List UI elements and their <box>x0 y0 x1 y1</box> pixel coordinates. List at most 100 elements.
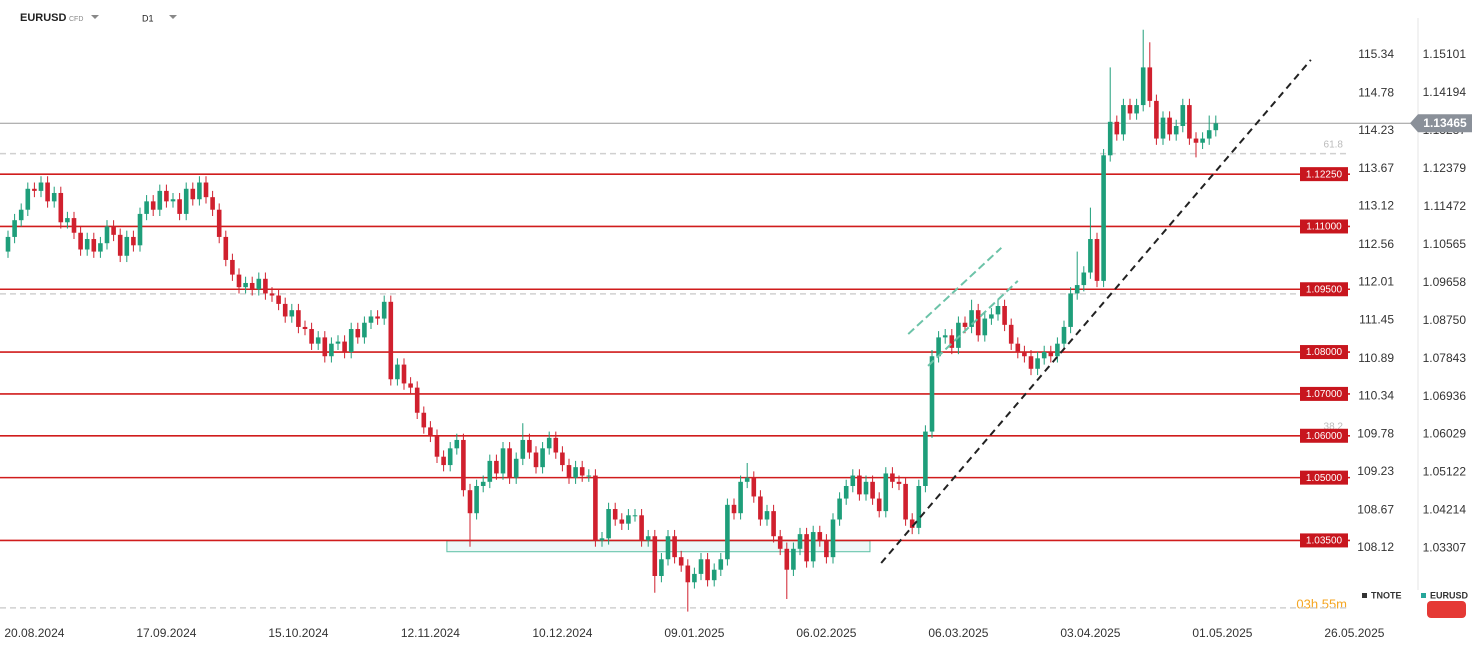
candle-body <box>573 467 578 478</box>
candle-body <box>639 515 644 541</box>
symbol-type: CFD <box>69 16 83 23</box>
timeframe-dropdown[interactable] <box>169 15 177 19</box>
candle-body <box>1088 239 1093 273</box>
candle-body <box>494 460 499 474</box>
candle-body <box>216 209 222 237</box>
candle-body <box>1015 343 1021 353</box>
y-tick-label: 1.07843 <box>1423 351 1467 365</box>
candle-body <box>111 226 116 235</box>
candle-body <box>401 364 407 384</box>
y2-tick-label: 110.89 <box>1358 351 1394 365</box>
candle-body <box>698 559 704 574</box>
candle-body <box>322 337 328 357</box>
candle-body <box>718 559 724 570</box>
x-tick-label: 20.08.2024 <box>4 626 64 640</box>
candle-body <box>1107 121 1113 156</box>
candle-body <box>896 481 902 484</box>
candle-body <box>599 538 605 541</box>
candle-body <box>1094 239 1100 281</box>
y-tick-label: 1.09658 <box>1423 275 1467 289</box>
candle-body <box>1041 352 1047 359</box>
candle-body <box>797 534 803 549</box>
candle-body <box>744 477 750 482</box>
level-tag <box>1300 386 1348 401</box>
x-tick-label: 26.05.2025 <box>1324 626 1384 640</box>
symbol[interactable]: EURUSD <box>20 12 67 24</box>
candle-body <box>593 475 598 541</box>
candle-body <box>124 236 130 256</box>
level-label: 1.11000 <box>1306 222 1342 233</box>
candle-body <box>348 329 354 353</box>
symbol-dropdown[interactable] <box>91 15 99 19</box>
candle-body <box>170 199 176 202</box>
candle-body <box>32 188 37 191</box>
candle-body <box>1002 306 1007 325</box>
legend-label: EURUSD <box>1430 590 1469 600</box>
x-tick-label: 10.12.2024 <box>532 626 592 640</box>
candle-body <box>857 475 862 495</box>
timeframe[interactable]: D1 <box>142 13 154 23</box>
candle-body <box>1008 324 1014 344</box>
candle-body <box>51 192 57 202</box>
candle-body <box>335 341 341 344</box>
candle-body <box>408 383 413 388</box>
x-tick-label: 06.03.2025 <box>928 626 988 640</box>
candle-body <box>329 343 334 357</box>
action-button[interactable] <box>1427 601 1466 618</box>
candle-body <box>553 437 559 453</box>
candle-body <box>777 536 783 549</box>
candle-body <box>269 293 275 296</box>
candle-body <box>619 519 625 524</box>
candle-body <box>474 486 479 514</box>
candle-body <box>137 213 143 246</box>
y-tick-label: 1.12379 <box>1423 161 1467 175</box>
x-tick-label: 06.02.2025 <box>796 626 856 640</box>
candle-body <box>758 496 763 520</box>
candle-body <box>1160 117 1166 139</box>
candle-body <box>282 303 288 317</box>
candle-body <box>632 515 638 517</box>
candle-body <box>1206 130 1212 139</box>
candle-body <box>725 504 730 560</box>
candle-body <box>876 498 882 512</box>
candle-body <box>1022 352 1027 357</box>
candle-body <box>1074 285 1080 294</box>
y-tick-label: 1.06029 <box>1423 427 1467 441</box>
candle-body <box>78 232 83 250</box>
candle-body <box>738 481 743 514</box>
candle-body <box>1068 293 1073 327</box>
level-label: 1.07000 <box>1306 389 1343 400</box>
candle-body <box>276 295 281 304</box>
candle-body <box>1127 105 1133 114</box>
y2-tick-label: 110.34 <box>1358 388 1394 402</box>
level-tag <box>1300 219 1348 234</box>
candle-body <box>1048 352 1054 357</box>
candle-body <box>467 490 473 514</box>
candle-body <box>1028 356 1034 369</box>
candle-body <box>38 182 44 191</box>
candle-body <box>441 456 446 466</box>
candle-body <box>810 532 816 562</box>
candle-body <box>45 182 50 202</box>
candle-body <box>447 448 453 466</box>
candle-body <box>315 337 321 344</box>
candle-body <box>665 536 671 560</box>
candle-body <box>507 448 512 478</box>
candle-body <box>230 259 235 275</box>
y-tick-label: 1.08750 <box>1423 313 1467 327</box>
candle-body <box>942 335 948 338</box>
candle-body <box>1154 100 1159 139</box>
candle-body <box>480 481 486 486</box>
trendline <box>880 59 1312 564</box>
candle-body <box>1213 123 1219 131</box>
x-tick-label: 03.04.2025 <box>1060 626 1120 640</box>
candle-body <box>705 559 710 581</box>
level-label: 1.09500 <box>1306 284 1343 295</box>
candle-body <box>903 483 908 520</box>
candle-body <box>12 220 17 237</box>
candle-body <box>500 448 506 474</box>
candle-body <box>731 504 737 514</box>
candle-body <box>296 310 301 327</box>
